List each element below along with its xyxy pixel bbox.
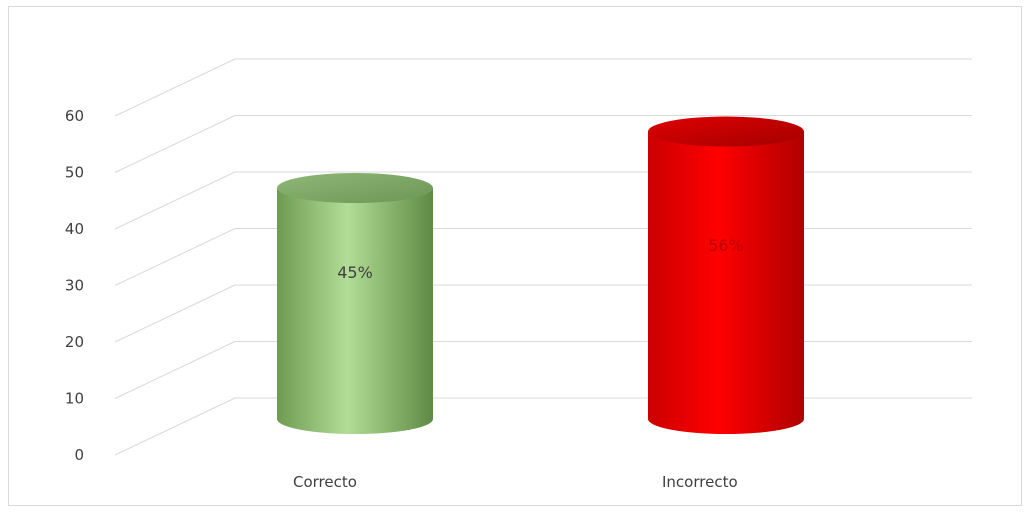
y-tick-label: 0 [74,446,84,464]
cylinder-top [277,173,433,203]
x-axis: Correcto Incorrecto [293,473,738,491]
cylinder-top [648,116,804,147]
bar-incorrecto: 56% [648,116,804,435]
gridline-diagonal [114,115,236,173]
y-tick-label: 40 [65,220,84,238]
x-tick-label: Correcto [293,473,357,491]
gridline-diagonal [114,171,236,230]
gridline-diagonal [114,284,236,343]
y-tick-label: 50 [65,164,84,182]
gridline-diagonal [114,341,236,399]
cylinder-body [648,131,804,435]
y-tick-label: 10 [65,390,84,408]
bar-correcto: 45% [277,173,433,434]
data-label: 45% [337,263,373,282]
gridline-diagonal [114,58,236,117]
cylinder-body [277,188,433,434]
y-axis: 0 10 20 30 40 50 60 [65,107,84,464]
y-tick-label: 20 [65,333,84,351]
gridlines [114,58,972,456]
x-tick-label: Incorrecto [662,473,738,491]
y-tick-label: 60 [65,107,84,125]
gridline-diagonal [114,397,236,456]
gridline-diagonal [114,228,236,286]
bars: 45% 56% [277,116,804,435]
data-label: 56% [708,236,744,255]
y-tick-label: 30 [65,277,84,295]
